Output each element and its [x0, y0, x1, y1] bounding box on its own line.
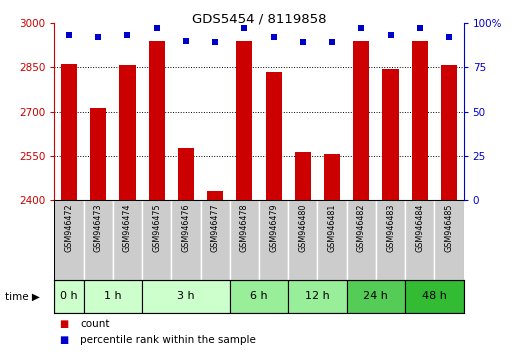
Bar [207, 191, 223, 200]
Text: GSM946473: GSM946473 [94, 203, 103, 252]
Bar [113, 200, 142, 280]
Text: count: count [80, 319, 110, 329]
Bar [230, 280, 288, 313]
Bar [347, 280, 405, 313]
Text: GSM946483: GSM946483 [386, 203, 395, 252]
Bar [295, 152, 311, 200]
Bar [178, 148, 194, 200]
Text: GSM946484: GSM946484 [415, 203, 424, 252]
Text: 48 h: 48 h [422, 291, 447, 302]
Text: 12 h: 12 h [305, 291, 330, 302]
Bar [382, 69, 398, 200]
Text: GDS5454 / 8119858: GDS5454 / 8119858 [192, 12, 326, 25]
Point [299, 40, 307, 45]
Text: GSM946476: GSM946476 [181, 203, 191, 252]
Point [269, 34, 278, 40]
Text: 3 h: 3 h [177, 291, 195, 302]
Bar [236, 41, 252, 200]
Bar [347, 200, 376, 280]
Text: 0 h: 0 h [60, 291, 78, 302]
Bar [266, 72, 282, 200]
Point [211, 40, 219, 45]
Text: 1 h: 1 h [104, 291, 122, 302]
Bar [200, 200, 230, 280]
Text: time ▶: time ▶ [5, 291, 40, 302]
Point [328, 40, 336, 45]
Text: ■: ■ [60, 319, 69, 329]
Bar [83, 280, 142, 313]
Point [65, 33, 73, 38]
Text: GSM946481: GSM946481 [327, 203, 337, 252]
Bar [318, 200, 347, 280]
Bar [171, 200, 200, 280]
Bar [120, 65, 136, 200]
Point [152, 25, 161, 31]
Bar [288, 200, 318, 280]
Text: GSM946482: GSM946482 [357, 203, 366, 252]
Text: percentile rank within the sample: percentile rank within the sample [80, 335, 256, 345]
Point [240, 25, 249, 31]
Bar [61, 64, 77, 200]
Bar [149, 41, 165, 200]
Bar [259, 200, 288, 280]
Point [357, 25, 366, 31]
Bar [288, 280, 347, 313]
Text: GSM946485: GSM946485 [444, 203, 453, 252]
Bar [441, 65, 457, 200]
Point [445, 34, 453, 40]
Text: GSM946479: GSM946479 [269, 203, 278, 252]
Bar [90, 108, 106, 200]
Point [182, 38, 190, 44]
Text: GSM946478: GSM946478 [240, 203, 249, 252]
Text: 6 h: 6 h [250, 291, 268, 302]
Text: GSM946480: GSM946480 [298, 203, 307, 252]
Bar [54, 200, 83, 280]
Point [415, 25, 424, 31]
Bar [54, 280, 83, 313]
Bar [83, 200, 113, 280]
Bar [405, 200, 435, 280]
Point [123, 33, 132, 38]
Bar [405, 280, 464, 313]
Text: GSM946472: GSM946472 [65, 203, 74, 252]
Bar [353, 41, 369, 200]
Bar [376, 200, 405, 280]
Bar [142, 200, 171, 280]
Point [386, 33, 395, 38]
Bar [324, 154, 340, 200]
Text: GSM946474: GSM946474 [123, 203, 132, 252]
Bar [412, 41, 428, 200]
Text: GSM946477: GSM946477 [211, 203, 220, 252]
Bar [435, 200, 464, 280]
Text: 24 h: 24 h [364, 291, 388, 302]
Point [94, 34, 103, 40]
Bar [230, 200, 259, 280]
Text: ■: ■ [60, 335, 69, 345]
Text: GSM946475: GSM946475 [152, 203, 161, 252]
Bar [142, 280, 230, 313]
